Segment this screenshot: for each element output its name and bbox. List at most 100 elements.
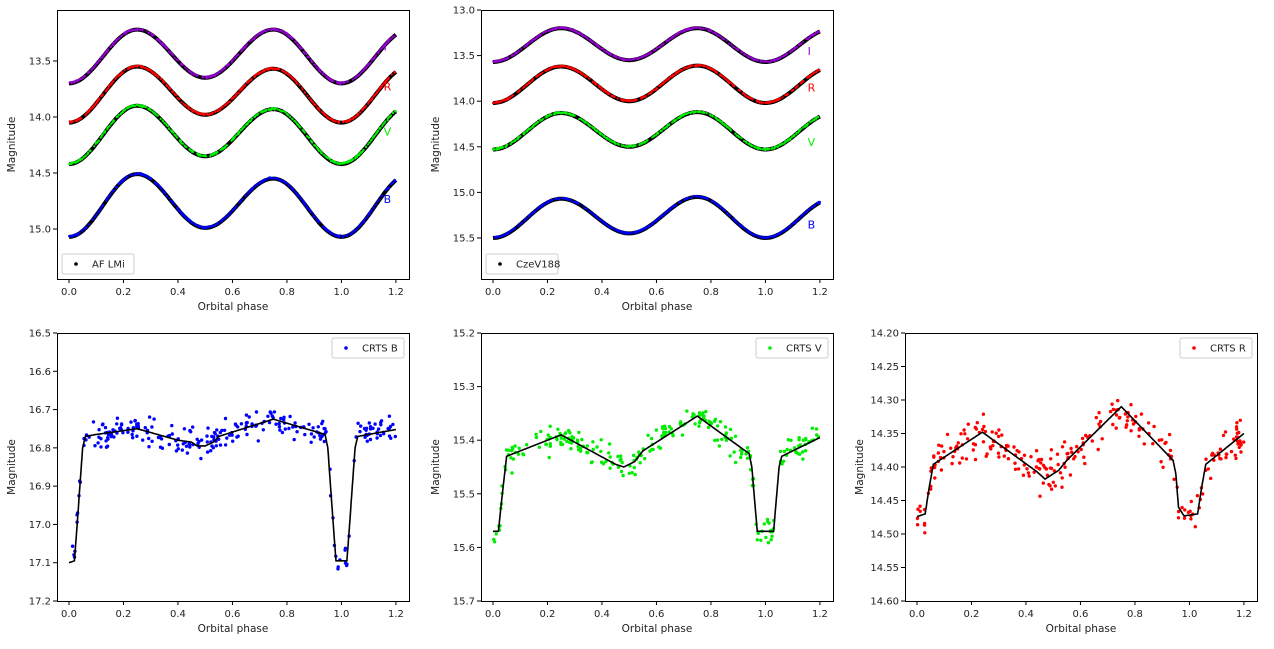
data-point-R: [359, 111, 362, 114]
data-point-V: [756, 146, 759, 149]
data-point-R: [308, 97, 311, 100]
data-point-R: [364, 105, 367, 108]
data-point: [994, 431, 998, 435]
data-point: [646, 433, 650, 437]
data-point: [632, 465, 636, 470]
data-point: [997, 455, 1001, 459]
data-point: [960, 456, 964, 460]
data-point-B: [139, 171, 142, 175]
data-point-B: [498, 235, 501, 238]
data-point-R: [631, 99, 634, 102]
data-point-B: [801, 213, 804, 216]
data-point-V: [112, 120, 115, 123]
data-point-R: [92, 104, 95, 107]
y-axis-label: Magnitude: [430, 439, 442, 495]
data-point-I: [165, 46, 168, 50]
data-point-I: [760, 60, 764, 63]
data-point: [548, 424, 552, 428]
data-point: [129, 420, 133, 424]
data-point: [106, 432, 111, 437]
data-point-V: [795, 133, 798, 136]
legend-label: CzeV188: [516, 260, 560, 271]
data-point-I: [811, 33, 814, 36]
data-point-I: [351, 78, 354, 81]
data-point-R: [656, 87, 659, 90]
data-point-V: [744, 140, 748, 143]
data-point-V: [171, 131, 175, 134]
data-point-I: [246, 42, 249, 46]
data-point-R: [71, 120, 74, 123]
data-point-V: [126, 106, 130, 109]
data-point-R: [494, 101, 497, 104]
data-point-V: [676, 117, 679, 120]
data-point-R: [195, 110, 198, 114]
x-tick-label: 0.0: [485, 287, 501, 298]
y-tick-label: 15.7: [453, 597, 475, 608]
data-point: [1068, 473, 1073, 477]
data-point-R: [237, 91, 240, 95]
data-point: [723, 425, 728, 429]
data-point: [167, 442, 171, 447]
data-point-I: [779, 55, 782, 59]
data-point-V: [393, 110, 397, 113]
data-point-R: [175, 94, 178, 97]
data-point-B: [173, 203, 176, 206]
data-point-B: [252, 186, 255, 189]
data-point-R: [150, 70, 153, 73]
data-point: [1126, 415, 1130, 419]
data-point-B: [562, 196, 565, 200]
data-point-B: [740, 225, 743, 228]
data-point-R: [260, 70, 264, 73]
data-point-B: [248, 189, 251, 192]
data-point-I: [94, 64, 97, 67]
data-point-I: [134, 28, 137, 31]
data-point-V: [267, 108, 270, 111]
data-point: [555, 437, 559, 441]
data-point: [980, 427, 985, 432]
data-point-R: [318, 109, 321, 112]
data-point: [718, 420, 723, 424]
data-point-V: [528, 128, 531, 131]
data-point: [608, 455, 612, 459]
data-point-B: [224, 215, 227, 218]
data-point-I: [732, 46, 736, 49]
data-point-R: [223, 104, 226, 107]
data-point: [1238, 441, 1243, 445]
data-point: [222, 428, 227, 432]
data-point-I: [235, 55, 238, 58]
data-point: [167, 433, 172, 438]
data-point-V: [203, 155, 206, 158]
data-point-V: [516, 137, 520, 140]
data-point-I: [712, 31, 715, 34]
data-point-I: [296, 43, 300, 47]
data-point: [590, 460, 594, 464]
data-point-V: [705, 112, 708, 115]
data-point-R: [577, 70, 580, 73]
data-point: [379, 419, 384, 423]
data-point: [990, 430, 994, 434]
data-point-V: [815, 117, 818, 120]
data-point-I: [673, 35, 676, 38]
axes-frame: [905, 333, 1258, 602]
data-point: [945, 432, 950, 437]
data-point: [143, 426, 147, 430]
data-point-V: [723, 124, 727, 127]
data-point: [537, 445, 541, 449]
data-point-B: [704, 196, 707, 199]
data-point: [951, 455, 955, 459]
data-point-I: [685, 28, 688, 31]
axes-frame: [57, 333, 410, 602]
data-point: [717, 444, 722, 448]
legend-box: [755, 337, 829, 359]
data-point: [1142, 442, 1147, 446]
data-point-R: [541, 71, 544, 74]
data-point-I: [288, 35, 291, 38]
data-point: [1157, 438, 1162, 442]
data-point: [619, 454, 623, 458]
data-point-B: [685, 196, 689, 200]
data-point-R: [240, 89, 243, 92]
data-point: [755, 538, 759, 542]
legend-box: [1179, 337, 1253, 359]
data-point: [1097, 422, 1101, 426]
data-point: [958, 461, 962, 465]
